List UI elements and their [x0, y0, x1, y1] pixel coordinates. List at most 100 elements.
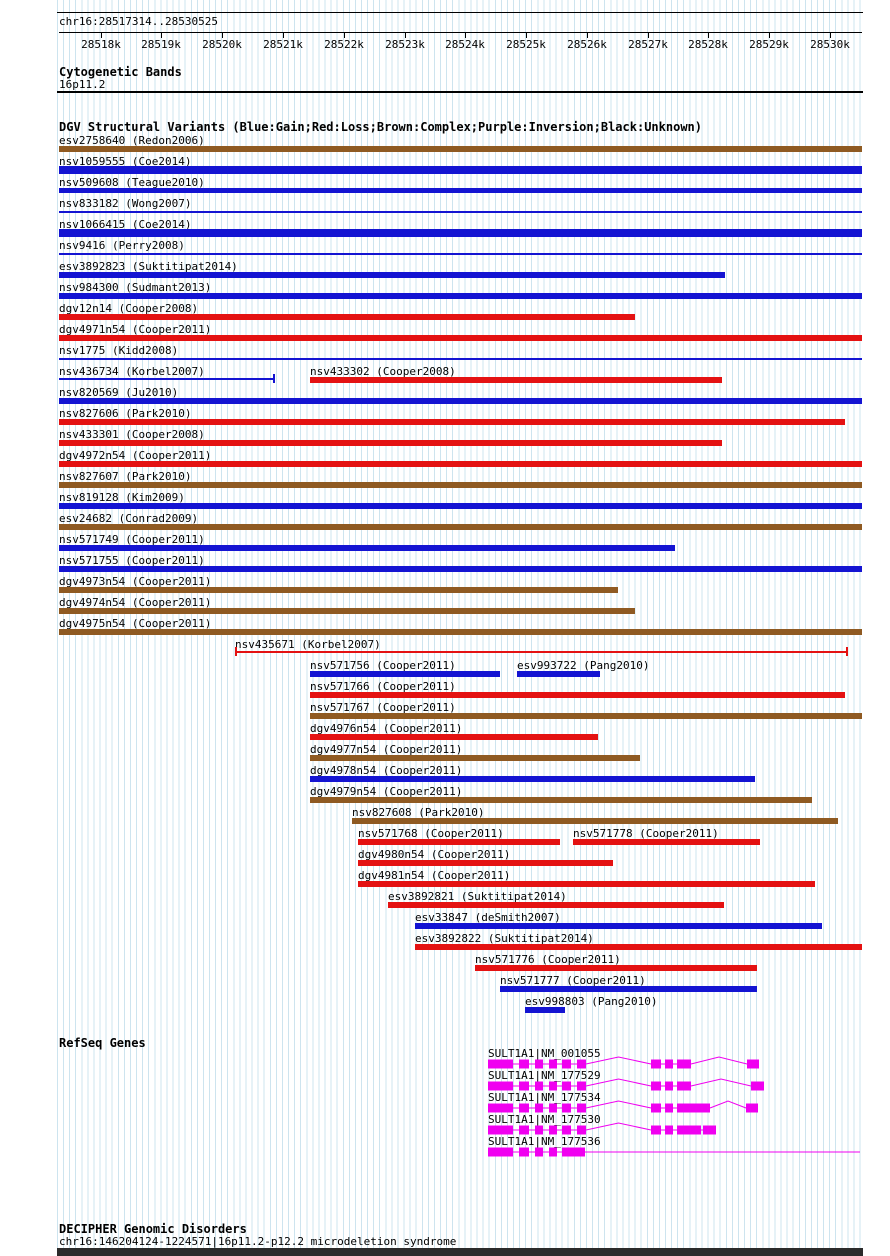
variant-label[interactable]: esv998803 (Pang2010) [525, 995, 658, 1008]
variant-label[interactable]: nsv436734 (Korbel2007) [59, 365, 205, 378]
variant-bar[interactable] [59, 253, 862, 255]
gene-exon-box[interactable] [665, 1081, 673, 1091]
variant-label[interactable]: esv993722 (Pang2010) [517, 659, 650, 672]
variant-bar[interactable] [517, 671, 600, 677]
gene-exon-box[interactable] [535, 1059, 543, 1069]
variant-bar[interactable] [358, 839, 560, 845]
variant-bar[interactable] [59, 272, 725, 278]
gene-exon-box[interactable] [677, 1059, 691, 1069]
variant-label[interactable]: nsv571776 (Cooper2011) [475, 953, 621, 966]
gene-exon-box[interactable] [519, 1103, 529, 1113]
gene-exon-box[interactable] [549, 1081, 557, 1091]
variant-label[interactable]: nsv571777 (Cooper2011) [500, 974, 646, 987]
variant-bar[interactable] [59, 608, 635, 614]
variant-label[interactable]: nsv827608 (Park2010) [352, 806, 485, 819]
variant-label[interactable]: nsv433301 (Cooper2008) [59, 428, 205, 441]
gene-exon-box[interactable] [665, 1125, 673, 1135]
variant-bar[interactable] [59, 358, 862, 360]
variant-bar[interactable] [358, 881, 815, 887]
variant-bar[interactable] [310, 776, 755, 782]
variant-bar[interactable] [310, 692, 845, 698]
gene-exon-box[interactable] [677, 1125, 701, 1135]
variant-label[interactable]: dgv4972n54 (Cooper2011) [59, 449, 212, 462]
variant-bar[interactable] [59, 146, 862, 152]
variant-label[interactable]: nsv827607 (Park2010) [59, 470, 192, 483]
gene-exon-box[interactable] [535, 1081, 543, 1091]
variant-bar[interactable] [415, 944, 862, 950]
gene-exon-box[interactable] [519, 1059, 529, 1069]
variant-label[interactable]: nsv571767 (Cooper2011) [310, 701, 456, 714]
variant-label[interactable]: esv24682 (Conrad2009) [59, 512, 199, 525]
variant-bar[interactable] [59, 482, 862, 488]
variant-bar[interactable] [310, 797, 812, 803]
variant-label[interactable]: nsv819128 (Kim2009) [59, 491, 185, 504]
gene-label[interactable]: SULT1A1|NM_177529 [488, 1069, 601, 1082]
variant-label[interactable]: esv33847 (deSmith2007) [415, 911, 561, 924]
variant-label[interactable]: dgv4981n54 (Cooper2011) [358, 869, 511, 882]
variant-bar[interactable] [59, 461, 862, 467]
decipher-entry-label[interactable]: chr16:146204124-1224571|16p11.2-p12.2 mi… [59, 1235, 457, 1248]
gene-exon-box[interactable] [665, 1103, 673, 1113]
gene-label[interactable]: SULT1A1|NM_001055 [488, 1047, 601, 1060]
variant-label[interactable]: esv2758640 (Redon2006) [59, 134, 205, 147]
gene-exon-box[interactable] [488, 1147, 513, 1157]
variant-label[interactable]: esv3892821 (Suktitipat2014) [388, 890, 567, 903]
variant-bar[interactable] [59, 293, 862, 299]
gene-exon-box[interactable] [746, 1103, 758, 1113]
gene-exon-box[interactable] [665, 1059, 673, 1069]
variant-bar[interactable] [59, 587, 618, 593]
gene-exon-box[interactable] [535, 1147, 543, 1157]
gene-label[interactable]: SULT1A1|NM_177534 [488, 1091, 601, 1104]
variant-bar[interactable] [59, 503, 862, 509]
gene-exon-box[interactable] [747, 1059, 759, 1069]
variant-bar[interactable] [59, 188, 862, 193]
gene-glyph[interactable] [488, 1141, 862, 1163]
variant-label[interactable]: nsv571768 (Cooper2011) [358, 827, 504, 840]
variant-bar[interactable] [310, 377, 722, 383]
gene-exon-box[interactable] [577, 1125, 586, 1135]
gene-exon-box[interactable] [562, 1059, 571, 1069]
variant-bar[interactable] [59, 629, 862, 635]
variant-label[interactable]: dgv4979n54 (Cooper2011) [310, 785, 463, 798]
gene-glyph[interactable] [488, 1119, 718, 1141]
gene-glyph[interactable] [488, 1075, 766, 1097]
variant-label[interactable]: nsv1775 (Kidd2008) [59, 344, 179, 357]
variant-bar[interactable] [59, 166, 862, 174]
gene-exon-box[interactable] [549, 1059, 557, 1069]
variant-label[interactable]: nsv1059555 (Coe2014) [59, 155, 192, 168]
gene-exon-box[interactable] [677, 1081, 691, 1091]
variant-bar[interactable] [59, 440, 722, 446]
gene-exon-box[interactable] [519, 1081, 529, 1091]
variant-label[interactable]: nsv1066415 (Coe2014) [59, 218, 192, 231]
variant-bar[interactable] [59, 398, 862, 404]
gene-exon-box[interactable] [519, 1147, 529, 1157]
gene-exon-box[interactable] [651, 1103, 661, 1113]
variant-label[interactable]: nsv433302 (Cooper2008) [310, 365, 456, 378]
variant-bar[interactable] [59, 211, 862, 213]
gene-exon-box[interactable] [535, 1125, 543, 1135]
gene-exon-box[interactable] [562, 1103, 571, 1113]
variant-label[interactable]: nsv509608 (Teague2010) [59, 176, 205, 189]
variant-range-line[interactable] [59, 378, 275, 380]
gene-exon-box[interactable] [535, 1103, 543, 1113]
gene-exon-box[interactable] [703, 1125, 716, 1135]
variant-label[interactable]: nsv571756 (Cooper2011) [310, 659, 456, 672]
gene-exon-box[interactable] [519, 1125, 529, 1135]
variant-range-endtick[interactable] [273, 374, 275, 383]
variant-bar[interactable] [59, 545, 675, 551]
variant-label[interactable]: nsv435671 (Korbel2007) [235, 638, 381, 651]
variant-bar[interactable] [525, 1007, 565, 1013]
variant-bar[interactable] [500, 986, 757, 992]
variant-bar[interactable] [310, 671, 500, 677]
gene-glyph[interactable] [488, 1053, 761, 1075]
gene-exon-box[interactable] [549, 1103, 557, 1113]
variant-bar[interactable] [59, 419, 845, 425]
variant-label[interactable]: nsv571755 (Cooper2011) [59, 554, 205, 567]
variant-label[interactable]: dgv4976n54 (Cooper2011) [310, 722, 463, 735]
variant-bar[interactable] [358, 860, 613, 866]
variant-range-endtick[interactable] [235, 647, 237, 656]
gene-exon-box[interactable] [562, 1125, 571, 1135]
variant-label[interactable]: dgv4973n54 (Cooper2011) [59, 575, 212, 588]
variant-bar[interactable] [59, 566, 862, 572]
variant-range-endtick[interactable] [846, 647, 848, 656]
